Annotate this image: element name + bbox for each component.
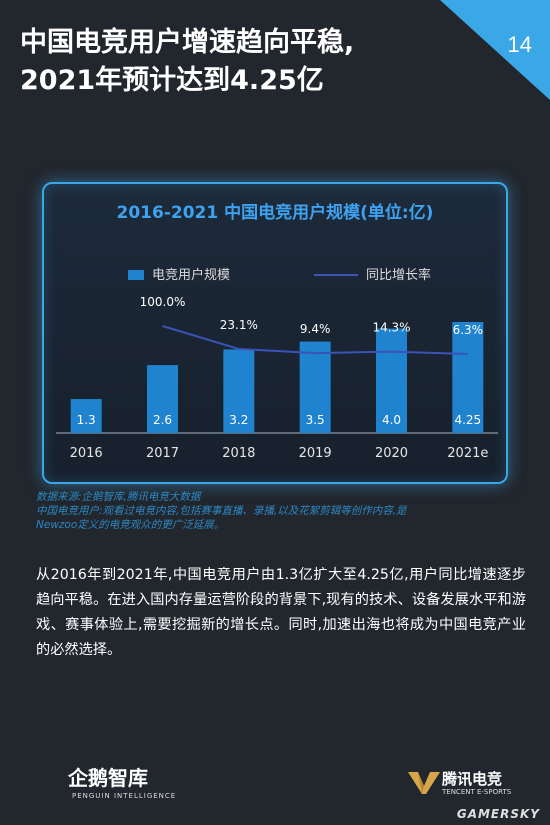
- note-source: 数据来源:企鹅智库,腾讯电竞大数据: [36, 491, 201, 503]
- growth-rate-line: [162, 325, 468, 355]
- bar-2016: [70, 399, 102, 433]
- summary-paragraph: 从2016年到2021年,中国电竞用户由1.3亿扩大至4.25亿,用户同比增速逐…: [36, 567, 526, 658]
- tencent-esports-logo: 腾讯电竞 TENCENT E-SPORTS: [406, 768, 546, 808]
- tencent-esports-v-icon: [408, 772, 440, 794]
- legend-bar-swatch: [128, 270, 144, 280]
- chart-title: 2016-2021 中国电竞用户规模(单位:亿): [116, 203, 434, 223]
- source-notes: 数据来源:企鹅智库,腾讯电竞大数据 中国电竞用户:观看过电竞内容,包括赛事直播、…: [36, 490, 526, 532]
- growth-rate-label: 9.4%: [300, 322, 331, 336]
- penguin-logo-name: 企鹅智库: [68, 766, 148, 790]
- x-tick-label: 2016: [70, 446, 103, 461]
- page-number: 14: [507, 32, 532, 57]
- x-tick-label: 2020: [375, 446, 408, 461]
- bar-value-label: 1.3: [77, 413, 96, 427]
- x-tick-label: 2021e: [447, 446, 488, 461]
- penguin-logo-subtitle: PENGUIN INTELLIGENCE: [72, 792, 177, 800]
- page-title: 中国电竞用户增速趋向平稳, 2021年预计达到4.25亿: [20, 24, 440, 100]
- chart-panel: 2016-2021 中国电竞用户规模(单位:亿) 电竞用户规模 同比增长率 1.…: [42, 182, 508, 484]
- growth-rate-label: 23.1%: [220, 318, 258, 332]
- legend-bar-label: 电竞用户规模: [152, 268, 231, 283]
- bar-value-label: 4.25: [454, 413, 481, 427]
- bar-2021e: [452, 322, 484, 433]
- x-tick-label: 2019: [299, 446, 332, 461]
- note-definition-1: 中国电竞用户:观看过电竞内容,包括赛事直播、录播,以及花絮剪辑等创作内容,是: [36, 505, 407, 517]
- tencent-logo-name: 腾讯电竞: [442, 770, 503, 788]
- note-definition-2: Newzoo定义的电竞观众的更广泛延展。: [36, 519, 225, 531]
- title-line-1: 中国电竞用户增速趋向平稳,: [20, 27, 355, 58]
- bar-value-label: 2.6: [153, 413, 172, 427]
- legend-line-label: 同比增长率: [366, 268, 432, 283]
- bar-value-label: 3.5: [306, 413, 325, 427]
- growth-rate-label: 100.0%: [140, 295, 186, 309]
- penguin-intelligence-logo: 企鹅智库 PENGUIN INTELLIGENCE: [54, 762, 194, 808]
- x-tick-label: 2017: [146, 446, 179, 461]
- bar-value-label: 4.0: [382, 413, 401, 427]
- title-line-2: 2021年预计达到4.25亿: [20, 65, 324, 96]
- bar-2020: [376, 328, 407, 433]
- tencent-logo-subtitle: TENCENT E-SPORTS: [442, 788, 512, 796]
- chart-plot: 1.3 2016 2.6 2017 3.2 2018 3.5 2019 4.0 2020 4.25 2…: [56, 295, 498, 461]
- growth-rate-label: 14.3%: [372, 321, 410, 335]
- legend-line-swatch: [314, 274, 358, 276]
- bar-2018: [223, 349, 255, 433]
- growth-rate-label: 6.3%: [453, 323, 484, 337]
- x-tick-label: 2018: [222, 446, 255, 461]
- bar-2017: [147, 365, 178, 433]
- gamersky-watermark: GAMERSKY: [456, 807, 540, 821]
- page-number-flag: [440, 0, 550, 100]
- bar-2019: [299, 341, 331, 433]
- bar-value-label: 3.2: [229, 413, 248, 427]
